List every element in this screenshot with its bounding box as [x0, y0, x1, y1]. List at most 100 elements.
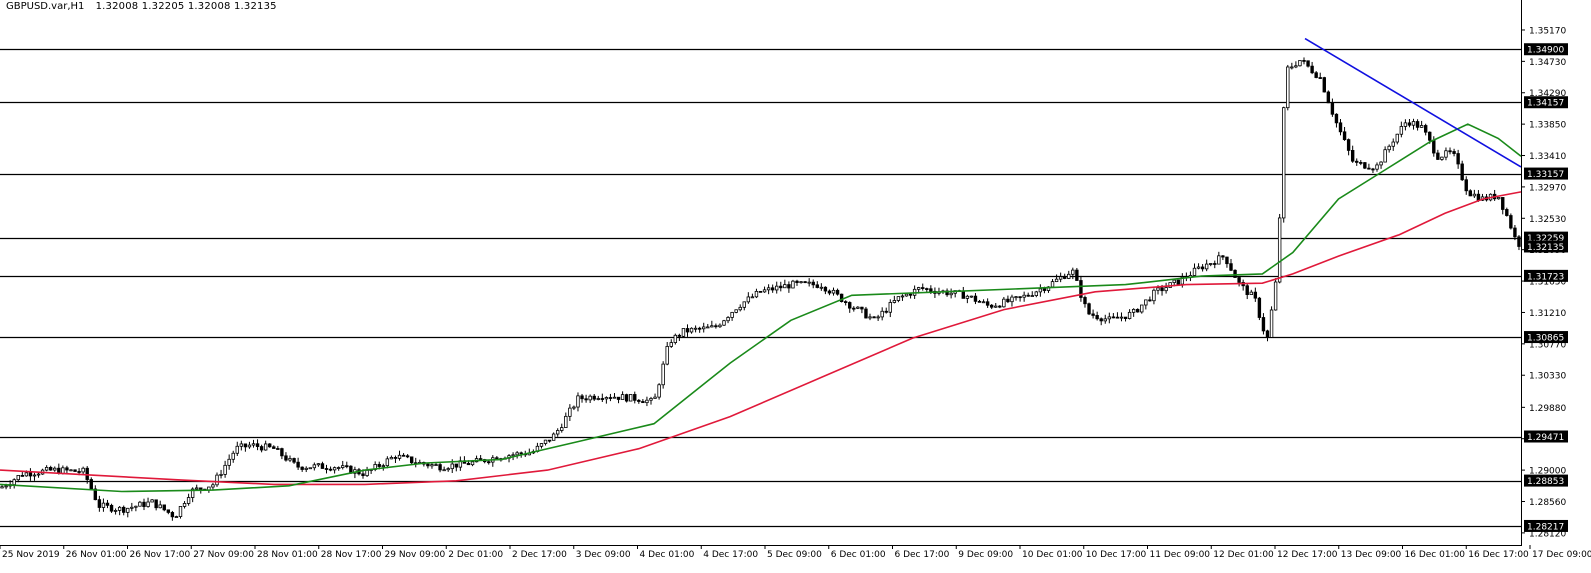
candle-body	[1318, 77, 1322, 79]
candle-body	[689, 327, 694, 333]
candle	[645, 396, 649, 407]
price-tick-label: 1.29880	[1529, 404, 1566, 414]
candle	[580, 393, 584, 403]
candle-body	[328, 468, 333, 471]
candle-body	[929, 288, 933, 292]
candle	[1030, 291, 1034, 297]
candle	[178, 505, 183, 519]
candle	[876, 314, 880, 321]
candle	[138, 500, 142, 507]
candle	[1038, 284, 1043, 297]
candle	[852, 306, 856, 312]
candle	[592, 393, 596, 402]
candle	[1010, 294, 1014, 307]
time-tick-label: 25 Nov 2019	[2, 550, 60, 560]
candle	[1184, 272, 1189, 282]
candle	[1022, 291, 1026, 302]
candle	[1233, 269, 1237, 278]
candle-body	[1002, 298, 1006, 308]
candle-body	[1091, 313, 1095, 316]
candle	[994, 303, 998, 308]
candle-body	[1058, 276, 1063, 280]
candle	[1099, 317, 1103, 326]
candle-body	[592, 395, 596, 400]
candle	[1221, 255, 1225, 261]
price-tick-label: 1.34290	[1529, 89, 1566, 99]
price-tick-label: 1.31210	[1529, 309, 1566, 319]
candle	[105, 499, 110, 509]
level-price-box	[1524, 167, 1568, 180]
candle-body	[166, 509, 171, 513]
candle	[320, 461, 325, 469]
candle-body	[742, 301, 746, 308]
candle-body	[766, 287, 771, 291]
level-price-box	[1524, 269, 1568, 282]
candle	[1399, 121, 1404, 138]
candle	[332, 466, 337, 474]
candle-body	[888, 302, 892, 313]
candle-body	[1144, 299, 1148, 306]
candle	[718, 323, 722, 328]
candle-body	[1063, 276, 1067, 279]
candle-body	[454, 463, 458, 468]
candle	[981, 299, 986, 304]
candle-body	[53, 467, 57, 471]
candle	[576, 392, 580, 412]
candle-body	[336, 467, 341, 469]
moving-averages	[0, 123, 1522, 493]
candle-body	[730, 312, 734, 318]
candle	[1034, 290, 1039, 298]
candle-body	[1334, 113, 1339, 124]
candle-body	[839, 293, 844, 302]
candle	[1241, 279, 1245, 291]
candle	[1379, 161, 1383, 169]
candle	[1245, 283, 1249, 300]
candle	[900, 294, 905, 301]
candle-body	[199, 487, 203, 490]
candle-body	[276, 448, 280, 450]
candle	[219, 469, 223, 479]
candle	[462, 456, 467, 464]
candle	[1517, 235, 1521, 251]
level-price-label: 1.32259	[1527, 234, 1564, 244]
candle-body	[243, 443, 248, 448]
candle	[235, 441, 239, 456]
time-tick-label: 2 Dec 17:00	[512, 550, 567, 560]
candle-body	[1010, 296, 1014, 303]
candle-body	[1156, 287, 1160, 291]
candle-body	[1452, 151, 1456, 154]
candle	[1367, 163, 1371, 170]
candle-body	[588, 395, 592, 401]
time-tick-label: 29 Nov 09:00	[385, 550, 446, 560]
candle	[1407, 118, 1412, 128]
candle	[401, 453, 406, 457]
candle	[1127, 309, 1132, 320]
candle	[1103, 314, 1107, 324]
candle-body	[1282, 107, 1286, 219]
candle-body	[113, 510, 118, 512]
candle	[1411, 118, 1416, 130]
candle	[661, 361, 665, 389]
candle-body	[1123, 316, 1128, 319]
candle-body	[969, 295, 974, 298]
candle	[1419, 120, 1424, 128]
candle-body	[1140, 304, 1144, 313]
candle-body	[1095, 315, 1099, 320]
candle-body	[36, 473, 41, 476]
candle-body	[1391, 141, 1395, 147]
candle-body	[434, 464, 438, 466]
level-price-box	[1524, 331, 1568, 344]
candle	[32, 472, 37, 481]
candle	[734, 309, 738, 314]
level-price-box	[1524, 430, 1568, 443]
candle	[653, 393, 657, 399]
candle	[1200, 264, 1205, 272]
candle	[1261, 313, 1266, 335]
candle	[239, 440, 244, 451]
candle-body	[470, 461, 475, 466]
candle-body	[564, 415, 568, 428]
candle	[1058, 272, 1063, 283]
candle-body	[872, 316, 876, 319]
